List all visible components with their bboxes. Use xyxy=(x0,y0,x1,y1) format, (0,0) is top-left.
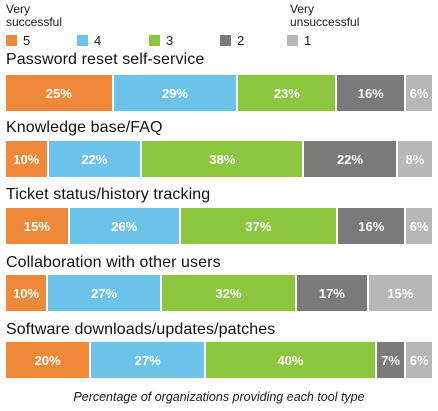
data-label: 10% xyxy=(13,151,40,167)
bar-segment: 25% xyxy=(6,75,114,111)
legend-low-end-label: Very unsuccessful xyxy=(290,3,359,29)
bar-segment: 10% xyxy=(6,275,49,311)
data-label: 6% xyxy=(409,85,429,101)
data-label: 22% xyxy=(337,151,364,167)
data-label: 27% xyxy=(91,285,118,301)
bar-segment: 37% xyxy=(180,208,339,244)
data-label: 40% xyxy=(277,352,304,368)
legend-label-5: 5 xyxy=(23,32,31,48)
legend-item-4: 4 xyxy=(77,32,102,48)
data-label: 29% xyxy=(161,85,188,101)
legend-item-1: 1 xyxy=(287,32,312,48)
legend-high-line2: successful xyxy=(6,15,63,29)
category-label: Collaboration with other users xyxy=(6,254,221,271)
bar-segment: 17% xyxy=(297,275,369,311)
bar-segment: 6% xyxy=(406,342,432,378)
data-label: 32% xyxy=(215,285,242,301)
bar-segment: 22% xyxy=(304,141,398,177)
legend-label-1: 1 xyxy=(304,32,312,48)
bar-segment: 7% xyxy=(376,342,407,378)
legend-swatch-1 xyxy=(287,34,298,46)
legend-swatch-2 xyxy=(220,34,231,46)
category-label: Knowledge base/FAQ xyxy=(6,119,163,136)
legend-swatch-3 xyxy=(149,34,160,46)
bar-segment: 38% xyxy=(142,141,305,177)
bar-segment: 23% xyxy=(238,75,338,111)
chart-legend: Very successful Very unsuccessful 5 4 3 2 1 xyxy=(0,0,438,50)
bar-segment: 8% xyxy=(397,141,432,177)
bar-segment: 26% xyxy=(69,208,181,244)
legend-low-line1: Very xyxy=(290,2,315,16)
bar-segment: 15% xyxy=(368,275,432,311)
data-label: 16% xyxy=(357,85,384,101)
data-label: 23% xyxy=(273,85,300,101)
bar-segment: 32% xyxy=(162,275,298,311)
legend-high-line1: Very xyxy=(6,2,31,16)
legend-item-2: 2 xyxy=(220,32,245,48)
stacked-bar: 10% 27% 32% 17% 15% xyxy=(6,275,432,311)
legend-label-2: 2 xyxy=(237,32,245,48)
data-label: 10% xyxy=(13,285,40,301)
legend-swatch-5 xyxy=(6,34,17,46)
legend-item-3: 3 xyxy=(149,32,174,48)
data-label: 27% xyxy=(134,352,161,368)
bar-segment: 22% xyxy=(48,141,143,177)
legend-high-end-label: Very successful xyxy=(6,3,62,29)
data-label: 7% xyxy=(381,352,400,368)
category-label: Ticket status/history tracking xyxy=(6,186,211,203)
legend-swatch-4 xyxy=(77,34,88,46)
data-label: 6% xyxy=(409,352,429,368)
bar-segment: 20% xyxy=(6,342,92,378)
data-label: 38% xyxy=(209,151,236,167)
legend-low-line2: unsuccessful xyxy=(290,15,360,29)
stacked-bar: 10% 22% 38% 22% 8% xyxy=(6,141,432,177)
bar-segment: 27% xyxy=(48,275,163,311)
bar-segment: 27% xyxy=(91,342,207,378)
stacked-bar: 15% 26% 37% 16% 6% xyxy=(6,208,432,244)
bar-segment: 29% xyxy=(113,75,239,111)
legend-label-4: 4 xyxy=(94,32,102,48)
chart-caption: Percentage of organizations providing ea… xyxy=(73,390,365,404)
category-label: Password reset self-service xyxy=(6,51,205,68)
bar-segment: 10% xyxy=(6,141,49,177)
bar-segment: 6% xyxy=(406,75,432,111)
data-label: 15% xyxy=(23,218,50,234)
bar-segment: 15% xyxy=(6,208,70,244)
data-label: 25% xyxy=(45,85,72,101)
category-label: Software downloads/updates/patches xyxy=(6,321,276,338)
data-label: 16% xyxy=(358,218,385,234)
data-label: 17% xyxy=(318,285,345,301)
data-label: 26% xyxy=(111,218,138,234)
stacked-bar: 25% 29% 23% 16% 6% xyxy=(6,75,432,111)
data-label: 15% xyxy=(387,285,414,301)
bar-segment: 16% xyxy=(338,208,407,244)
legend-label-3: 3 xyxy=(166,32,174,48)
bar-segment: 16% xyxy=(337,75,407,111)
data-label: 6% xyxy=(409,218,429,234)
data-label: 20% xyxy=(34,352,61,368)
data-label: 22% xyxy=(81,151,108,167)
data-label: 37% xyxy=(245,218,272,234)
bar-segment: 40% xyxy=(206,342,377,378)
stacked-bar: 20% 27% 40% 7% 6% xyxy=(6,342,432,378)
bar-segment: 6% xyxy=(406,208,432,244)
legend-item-5: 5 xyxy=(6,32,31,48)
data-label: 8% xyxy=(405,151,425,167)
